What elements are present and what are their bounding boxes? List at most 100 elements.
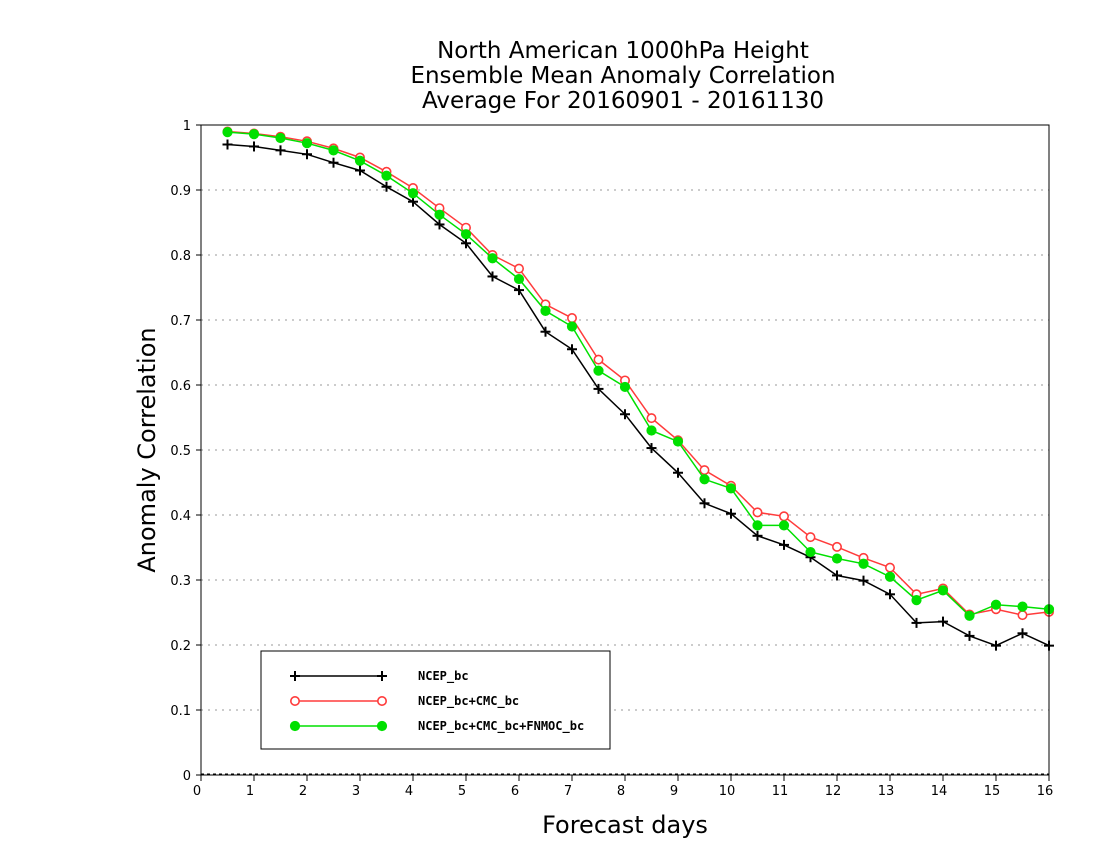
data-point [752,507,763,518]
x-tick-label: 3 [352,784,360,799]
x-tick-label: 8 [617,784,625,799]
x-tick-label: 11 [772,784,789,799]
x-tick-label: 7 [564,784,572,799]
x-tick-label: 6 [511,784,519,799]
legend-entry: NCEP_bc+CMC_bc+FNMOC_bc [289,719,584,734]
data-point [1017,628,1028,639]
data-point [328,157,339,168]
data-point [778,511,789,522]
data-point [646,425,657,436]
x-tick-label: 15 [984,784,1001,799]
y-tick-label: 0.4 [170,509,191,524]
y-tick-label: 0.6 [170,379,191,394]
legend-label: NCEP_bc+CMC_bc [418,694,519,709]
legend-entry: NCEP_bc+CMC_bc [289,694,519,709]
data-point [275,145,286,156]
data-point [434,219,445,230]
data-point [354,155,366,166]
data-point [884,571,896,582]
data-point [990,599,1002,610]
data-point [407,188,419,199]
y-axis-label: Anomaly Correlation [133,327,161,572]
series-line [227,130,1050,616]
data-point [779,539,789,550]
data-point [672,436,684,447]
data-point [884,562,895,573]
data-point [832,570,842,581]
legend-marker [377,671,387,681]
y-tick-label: 0.2 [170,639,191,654]
data-point [752,520,763,531]
data-point [593,365,604,376]
data-point [355,165,365,176]
data-point [831,553,843,564]
data-point [593,354,604,365]
data-point [513,263,524,274]
data-point [858,558,869,569]
data-point [514,285,524,296]
data-point [619,381,631,393]
x-tick-label: 1 [246,784,254,799]
data-point [513,273,525,285]
legend-marker [290,671,300,681]
data-point [646,443,657,454]
legend-marker [289,720,301,732]
data-point [540,305,551,316]
legend-marker [376,720,388,732]
y-tick-label: 0.9 [170,184,191,199]
data-point [248,129,260,140]
legend-label: NCEP_bc [418,669,469,684]
legend-marker [376,695,387,706]
data-point [805,532,816,543]
x-tick-label: 9 [670,784,678,799]
data-point [487,271,498,282]
x-tick-label: 16 [1037,784,1054,799]
x-tick-label: 0 [193,784,201,799]
title-line-2: Ensemble Mean Anomaly Correlation [410,63,835,89]
data-point [302,149,312,160]
data-point [275,132,286,144]
data-point [460,229,472,240]
data-point [991,640,1001,651]
data-point [408,196,418,207]
y-tick-label: 0.5 [170,444,191,459]
data-series [222,126,1055,651]
data-point [831,541,842,552]
x-tick-label: 13 [878,784,895,799]
data-point [858,575,869,586]
data-point [752,530,763,541]
plot-area-frame [200,124,1050,776]
legend-entry: NCEP_bc [290,669,469,684]
data-point [249,141,259,152]
data-point [673,467,683,478]
data-point [964,630,975,641]
data-point [1017,601,1028,612]
series-2 [222,127,1055,621]
y-tick-label: 0.7 [170,314,191,329]
data-point [911,617,922,628]
series-1 [222,126,1055,621]
data-point [593,383,604,394]
data-point [805,546,816,558]
title-line-3: Average For 20160901 - 20161130 [422,88,824,114]
legend-box [260,650,611,750]
y-tick-label: 0.8 [170,249,191,264]
data-point [381,170,392,181]
x-tick-label: 12 [825,784,842,799]
x-tick-label: 5 [458,784,466,799]
data-point [937,585,949,596]
data-point [646,413,657,424]
data-point [461,238,471,249]
data-point [487,253,498,264]
data-point [964,610,975,621]
x-tick-label: 14 [931,784,948,799]
data-point [222,127,233,138]
data-point [778,520,790,531]
data-point [938,616,948,627]
data-point [381,181,392,192]
y-tick-label: 0.3 [170,574,191,589]
title-line-1: North American 1000hPa Height [437,38,809,64]
series-0 [222,139,1054,651]
x-tick-label: 10 [719,784,736,799]
